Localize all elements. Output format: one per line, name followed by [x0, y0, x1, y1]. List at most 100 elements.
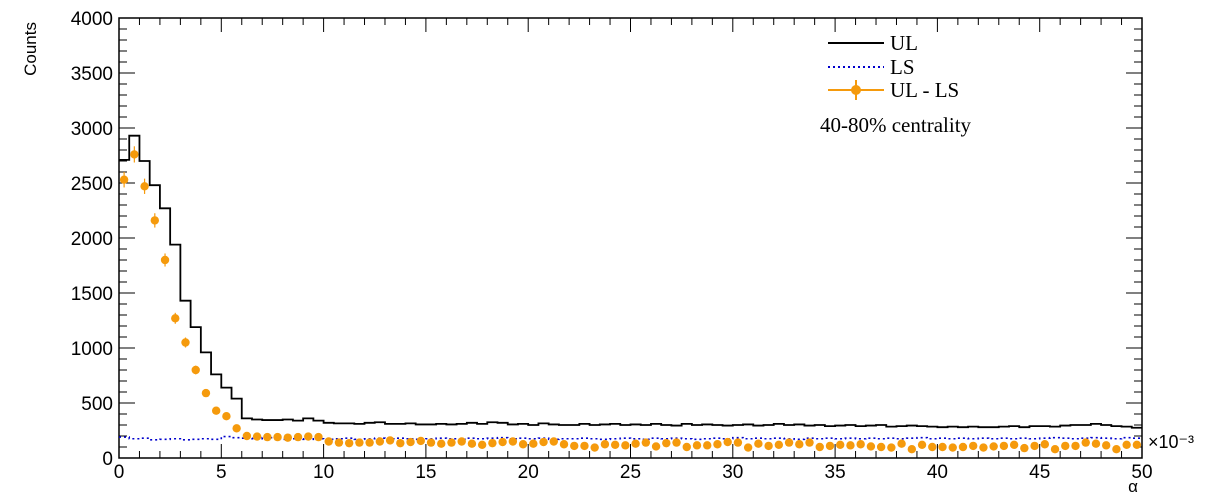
diff-point	[385, 436, 395, 445]
y-tick-label: 500	[81, 394, 113, 415]
diff-point	[590, 443, 599, 452]
diff-point	[723, 437, 732, 447]
diff-point	[989, 442, 998, 451]
diff-point	[999, 441, 1009, 451]
diff-point	[570, 441, 579, 451]
diff-point	[958, 442, 968, 452]
diff-point	[733, 438, 743, 447]
diff-point	[1050, 445, 1060, 454]
y-tick-label: 4000	[71, 9, 113, 30]
diff-point	[529, 439, 538, 448]
diff-point	[201, 388, 211, 398]
y-tick-label: 3000	[71, 119, 113, 140]
diff-point	[784, 438, 794, 447]
diff-point	[836, 440, 845, 449]
diff-point	[682, 442, 691, 452]
diff-point	[641, 438, 651, 447]
diff-point	[191, 365, 200, 375]
diff-point	[795, 440, 804, 449]
y-tick-label: 1500	[71, 284, 113, 305]
diff-point	[488, 438, 497, 448]
diff-point	[1030, 441, 1039, 451]
diff-point	[672, 438, 681, 447]
legend: UL LS UL - LS	[828, 31, 959, 102]
y-tick-label: 3500	[71, 64, 113, 85]
diff-point	[825, 441, 835, 451]
diff-point	[222, 412, 231, 421]
x-tick-labels: 0 5 10 15 20 25 30 35 40 45 50	[114, 462, 1153, 483]
diff-point	[743, 443, 753, 452]
diff-point	[815, 442, 824, 452]
diff-point	[396, 438, 405, 448]
plot-border	[118, 17, 1143, 459]
diff-point	[559, 440, 569, 449]
diff-point	[631, 439, 640, 448]
diff-point	[539, 437, 548, 447]
y-tick-label: 2000	[71, 229, 113, 250]
diff-point	[355, 438, 364, 447]
legend-label-diff: UL - LS	[890, 78, 959, 102]
diff-point	[344, 438, 354, 448]
diff-point	[1091, 439, 1101, 448]
diff-point	[621, 441, 630, 450]
x-tick-label: 5	[216, 462, 227, 483]
diff-point	[416, 436, 425, 446]
diff-point	[928, 442, 937, 452]
diff-point	[447, 438, 456, 447]
diff-point	[1020, 443, 1029, 453]
diff-point	[1009, 440, 1019, 449]
centrality-annotation: 40-80% centrality	[820, 113, 972, 137]
diff-point	[252, 432, 262, 441]
diff-point	[887, 443, 896, 452]
diff-point	[324, 437, 333, 446]
diff-point	[1132, 440, 1142, 449]
diff-point	[365, 438, 374, 447]
diff-point	[703, 441, 712, 450]
diff-point	[242, 431, 252, 441]
x-tick-label: 15	[415, 462, 436, 483]
diff-point	[508, 437, 518, 446]
diff-point	[140, 182, 149, 191]
diff-point	[610, 440, 620, 449]
diff-point	[119, 175, 129, 184]
x-tick-label: 0	[114, 462, 125, 483]
y-tick-labels: 0 500 1000 1500 2000 2500 3000 3500 4000	[71, 9, 113, 470]
diff-point	[979, 443, 988, 452]
diff-point	[211, 406, 221, 415]
legend-label-ls: LS	[890, 55, 915, 79]
diff-point	[437, 439, 446, 448]
diff-point	[406, 437, 415, 447]
series-ul-line	[119, 134, 1142, 429]
x-tick-label: 10	[313, 462, 334, 483]
y-tick-label: 0	[102, 449, 113, 470]
y-tick-label: 2500	[71, 174, 113, 195]
diff-point	[938, 442, 947, 452]
y-tick-label: 1000	[71, 339, 113, 360]
diff-point	[846, 441, 855, 450]
diff-point	[1081, 438, 1090, 447]
diff-point	[713, 440, 722, 449]
diff-point	[1112, 445, 1121, 454]
x-tick-label: 20	[518, 462, 539, 483]
x-tick-label: 40	[927, 462, 948, 483]
x-tick-label: 35	[825, 462, 846, 483]
diff-point	[580, 441, 589, 451]
x-axis-title: α	[1128, 477, 1138, 494]
diff-point	[1101, 441, 1111, 450]
diff-point	[263, 432, 272, 442]
diff-point	[856, 440, 865, 449]
axis-ticks	[118, 17, 1143, 459]
diff-point	[130, 150, 139, 159]
diff-point	[907, 445, 917, 454]
diff-point	[948, 443, 957, 452]
diff-point	[866, 442, 876, 451]
diff-point	[1061, 441, 1070, 451]
y-axis-title: Counts	[21, 22, 40, 76]
diff-point	[651, 442, 661, 451]
diff-point	[897, 439, 906, 448]
legend-label-ul: UL	[890, 31, 918, 55]
diff-point	[232, 424, 241, 433]
diff-point	[600, 440, 610, 449]
diff-point	[181, 338, 190, 347]
x-tick-label: 25	[620, 462, 641, 483]
